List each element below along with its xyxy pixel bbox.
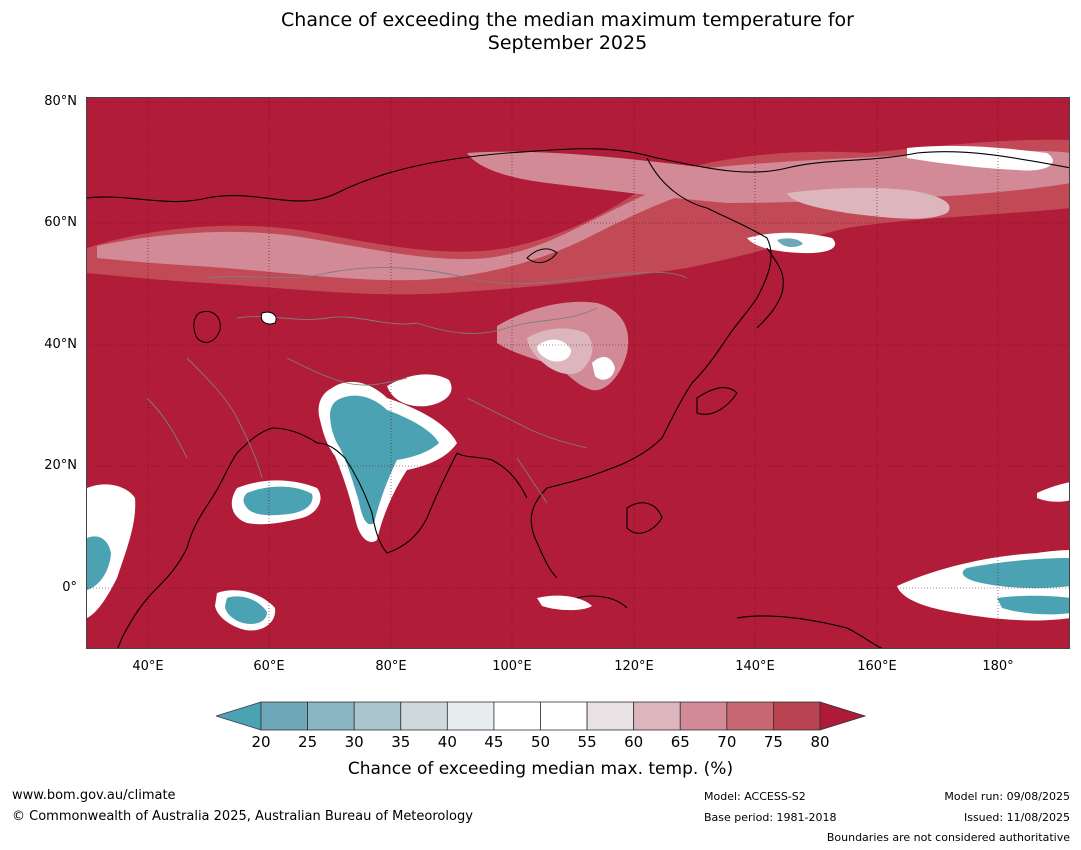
pacific-area [537,482,1069,621]
probability-map [86,97,1070,649]
map-svg [87,98,1069,648]
colorbar-cell [773,701,821,731]
footer-base-period: Base period: 1981-2018 [704,811,837,824]
lon-label-160e: 160°E [857,659,897,674]
colorbar-cell [493,701,541,731]
lon-label-120e: 120°E [614,659,654,674]
colorbar-label: Chance of exceeding median max. temp. (%… [347,759,734,779]
footer-disclaimer: Boundaries are not considered authoritat… [826,831,1070,844]
caspian-sea [193,311,221,343]
colorbar-cells [260,701,821,731]
colorbar-cell [679,701,728,731]
lat-label-40n: 40°N [44,337,77,352]
colorbar-tick: 30 [344,733,364,751]
colorbar-cell [307,701,355,731]
colorbar-tick: 55 [577,733,597,751]
lon-label-100e: 100°E [492,659,532,674]
lat-label-60n: 60°N [44,215,77,230]
title-line-1: Chance of exceeding the median maximum t… [281,9,854,31]
map-title: Chance of exceeding the median maximum t… [0,9,1081,55]
graticule [87,98,1069,648]
colorbar-cell [586,701,635,731]
colorbar-over-triangle [819,701,866,731]
footer-url: www.bom.gov.au/climate [12,788,176,803]
footer-model-run: Model run: 09/08/2025 [944,790,1070,803]
lon-label-60e: 60°E [253,659,285,674]
india-area [87,381,457,631]
mongolia-area [497,301,629,391]
colorbar-tick: 75 [763,733,783,751]
aral-sea [260,311,277,325]
colorbar-tick: 25 [298,733,318,751]
colorbar-cell [260,701,308,731]
lon-label-140e: 140°E [735,659,775,674]
footer-issued: Issued: 11/08/2025 [963,811,1070,824]
colorbar [216,701,866,731]
colorbar-tick: 20 [251,733,271,751]
colorbar-under-triangle [216,701,262,731]
colorbar-tick: 45 [484,733,504,751]
footer-copyright: © Commonwealth of Australia 2025, Austra… [12,809,473,824]
colorbar-tick: 80 [810,733,830,751]
siberia-band [87,139,1069,295]
lon-label-40e: 40°E [132,659,164,674]
title-line-2: September 2025 [487,32,648,54]
colorbar-cell [633,701,681,731]
lon-label-80e: 80°E [375,659,407,674]
colorbar-cell [540,701,588,731]
colorbar-tick: 35 [391,733,411,751]
colorbar-cell [400,701,448,731]
lat-label-80n: 80°N [44,94,77,109]
lake-baikal [526,248,558,264]
colorbar-tick: 50 [530,733,551,751]
footer-model: Model: ACCESS-S2 [704,790,806,803]
colorbar-tick: 65 [670,733,690,751]
colorbar-tick: 60 [624,733,644,751]
colorbar-cell [353,701,402,731]
lat-label-20n: 20°N [44,458,77,473]
colorbar-tick: 70 [717,733,737,751]
lon-label-180: 180° [982,659,1014,674]
colorbar-tick: 40 [437,733,457,751]
colorbar-cell [446,701,495,731]
coastlines [87,148,1069,648]
colorbar-cell [726,701,774,731]
tibet-area [387,374,452,407]
lat-label-0: 0° [62,580,77,595]
